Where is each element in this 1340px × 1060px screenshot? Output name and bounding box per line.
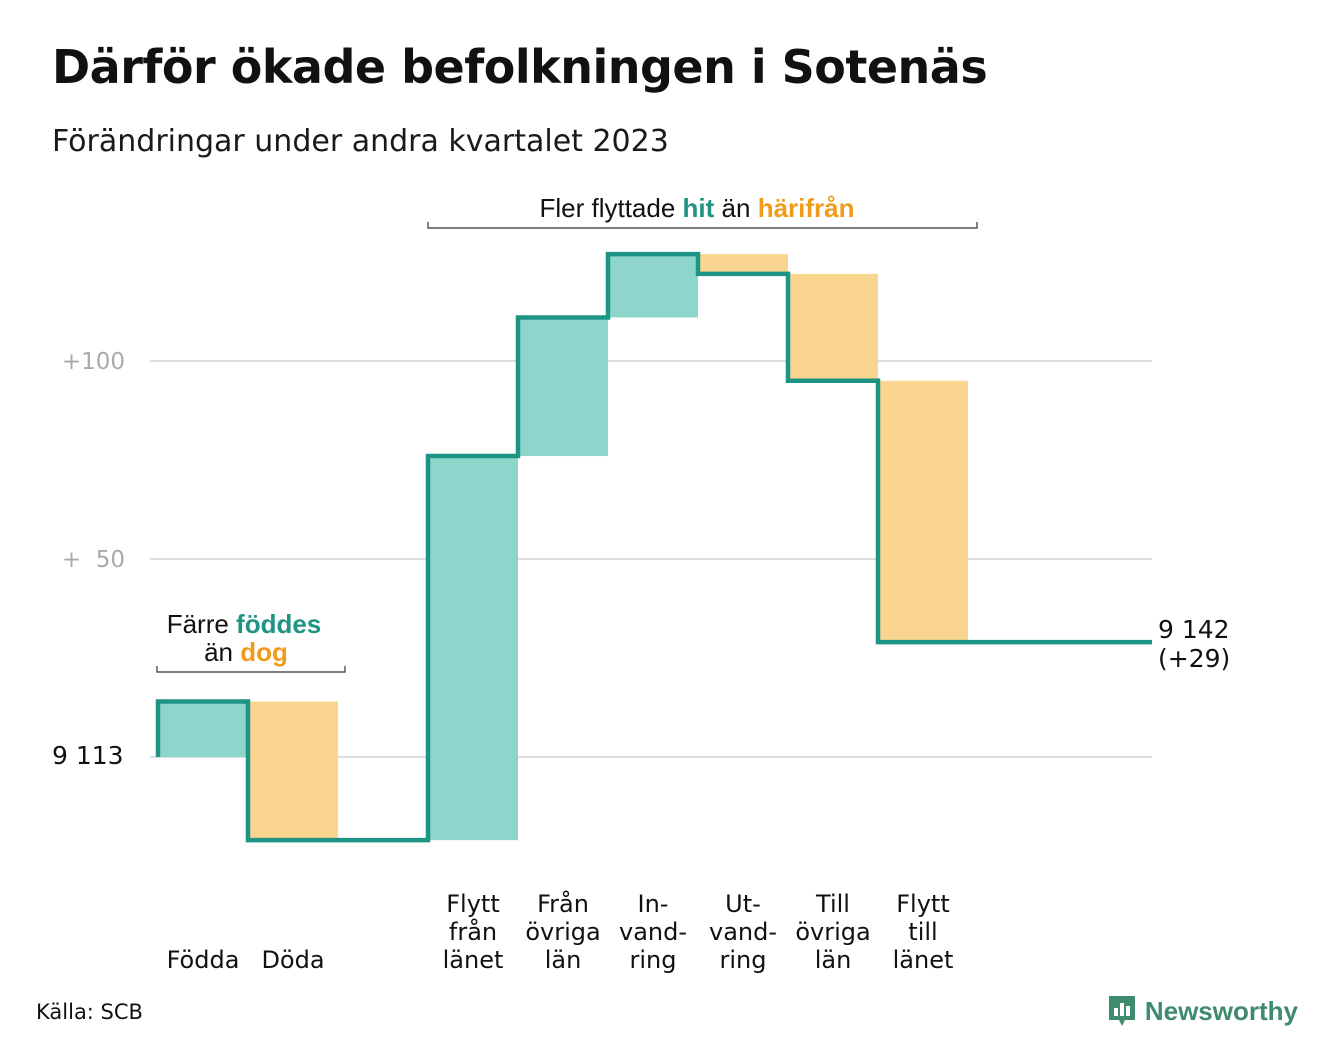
chart-title: Därför ökade befolkningen i Sotenäs — [52, 40, 988, 94]
start-value-label: 9 113 — [52, 741, 124, 770]
bar-döda — [248, 701, 338, 841]
migration-annotation-text: Fler flyttade hit än härifrån — [539, 193, 854, 223]
bar-flytt-till-länet — [878, 380, 968, 643]
bar-till-övriga-län — [788, 273, 878, 381]
brand-logo: Newsworthy — [1107, 994, 1298, 1028]
births-bracket — [156, 666, 346, 673]
category-label: Döda — [261, 946, 324, 974]
category-label: ring — [630, 946, 677, 974]
step-line-group — [155, 251, 1152, 843]
bar-in-vandring — [608, 254, 698, 318]
bar-från-övriga-län — [518, 317, 608, 457]
gridlines — [150, 360, 1152, 758]
y-tick-labels: +100 + 50 — [62, 349, 125, 573]
category-label: länet — [893, 946, 954, 974]
category-label: Flytt — [446, 890, 500, 918]
migration-annotation: Fler flyttade hit än härifrån — [427, 193, 978, 229]
bar-flytt-från-länet — [428, 456, 518, 841]
category-label: Födda — [167, 946, 240, 974]
category-label: Från — [537, 889, 589, 918]
category-label: länet — [443, 946, 504, 974]
migration-bracket — [427, 222, 978, 229]
cumulative-step-line — [155, 251, 1152, 843]
category-label: vand- — [709, 918, 777, 946]
category-label: övriga — [795, 918, 870, 946]
category-label: Till — [815, 890, 850, 918]
category-labels: Födda DödaFlyttfrånlänetFrånövrigalänIn-v… — [167, 889, 954, 974]
brand-name: Newsworthy — [1144, 995, 1298, 1026]
category-label: till — [908, 918, 937, 946]
category-label: Flytt — [896, 890, 950, 918]
category-label: Ut- — [725, 890, 761, 918]
bar-ut-vandring — [698, 254, 788, 274]
category-label: vand- — [619, 918, 687, 946]
births-annotation: Färre föddes än dog — [156, 609, 346, 673]
category-label: ring — [720, 946, 767, 974]
chart-subtitle: Förändringar under andra kvartalet 2023 — [52, 124, 669, 159]
source-note: Källa: SCB — [36, 1000, 143, 1024]
end-change-label: (+29) — [1158, 644, 1230, 673]
newsworthy-logo-icon — [1108, 996, 1135, 1026]
category-label: län — [815, 946, 852, 974]
category-label: övriga — [525, 918, 600, 946]
end-value-label: 9 142 — [1158, 615, 1230, 644]
bar-födda — [158, 701, 248, 757]
births-annotation-line1: Färre föddes — [167, 609, 322, 639]
bars — [158, 254, 968, 841]
category-label: In- — [638, 890, 669, 918]
category-label: län — [545, 946, 582, 974]
y-tick-label: +100 — [62, 349, 125, 375]
category-label: från — [449, 917, 497, 946]
births-annotation-line2: än dog — [204, 637, 288, 667]
y-tick-label: + 50 — [62, 547, 125, 573]
